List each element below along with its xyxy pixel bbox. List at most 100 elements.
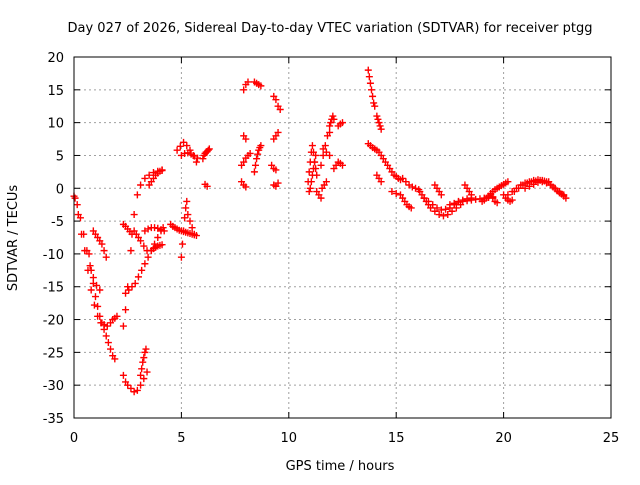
data-point bbox=[137, 381, 145, 389]
series-arc-12 bbox=[141, 224, 168, 235]
data-point bbox=[407, 204, 415, 212]
data-point bbox=[257, 142, 265, 150]
data-point bbox=[94, 302, 102, 310]
data-point bbox=[181, 214, 189, 222]
data-point bbox=[252, 161, 260, 169]
series-arc-31 bbox=[268, 161, 280, 174]
series-arc-38 bbox=[326, 112, 338, 130]
series-arc-26 bbox=[250, 142, 265, 176]
data-point bbox=[98, 240, 106, 248]
y-tick-label: -30 bbox=[43, 379, 64, 394]
y-axis-label: SDTVAR / TECUs bbox=[6, 185, 21, 292]
x-tick-label: 0 bbox=[70, 431, 78, 446]
data-point bbox=[402, 178, 410, 186]
data-point bbox=[184, 149, 192, 157]
data-point bbox=[91, 293, 99, 301]
data-point bbox=[143, 368, 151, 376]
y-tick-label: 10 bbox=[47, 117, 64, 132]
data-point bbox=[543, 179, 551, 187]
data-point bbox=[339, 161, 346, 169]
data-point bbox=[369, 92, 377, 100]
y-tick-label: -15 bbox=[43, 281, 64, 296]
data-point bbox=[308, 171, 316, 179]
data-point bbox=[446, 201, 454, 209]
data-points bbox=[70, 66, 570, 396]
data-point bbox=[444, 211, 452, 219]
data-point bbox=[319, 151, 327, 159]
data-point bbox=[154, 224, 162, 232]
data-point bbox=[183, 142, 191, 150]
data-point bbox=[178, 240, 186, 248]
series-arc-57 bbox=[487, 191, 501, 207]
data-point bbox=[141, 260, 149, 268]
data-point bbox=[370, 99, 378, 107]
data-point bbox=[133, 386, 141, 394]
data-point bbox=[192, 158, 200, 166]
data-point bbox=[100, 247, 108, 255]
data-point bbox=[326, 151, 334, 159]
data-point bbox=[305, 168, 313, 176]
data-point bbox=[317, 161, 325, 169]
data-point bbox=[521, 184, 529, 192]
y-tick-label: -20 bbox=[43, 314, 64, 329]
data-point bbox=[306, 184, 314, 192]
axis-ticks: 0 5 10 15 20 25 -35 -30 -25 -20 -15 -10 -5 0 5 10 15 20 bbox=[43, 51, 620, 446]
data-point bbox=[272, 166, 280, 174]
y-tick-label: 5 bbox=[56, 149, 64, 164]
plot-frame bbox=[73, 56, 612, 419]
data-point bbox=[180, 227, 188, 235]
data-point bbox=[326, 128, 334, 136]
data-point bbox=[310, 165, 318, 173]
data-point bbox=[180, 138, 188, 146]
data-point bbox=[339, 119, 346, 127]
data-point bbox=[98, 319, 106, 327]
data-point bbox=[392, 190, 400, 198]
series-arc-27 bbox=[238, 178, 250, 191]
series-arc-35 bbox=[313, 188, 325, 202]
data-point bbox=[424, 197, 432, 205]
data-point bbox=[412, 184, 420, 192]
data-point bbox=[183, 197, 191, 205]
series-arc-36 bbox=[318, 178, 330, 192]
data-point bbox=[538, 178, 546, 186]
data-point bbox=[240, 158, 248, 166]
series-arc-14 bbox=[147, 241, 166, 255]
data-point bbox=[113, 312, 121, 320]
data-point bbox=[450, 199, 458, 207]
series-arc-43 bbox=[373, 112, 385, 133]
data-point bbox=[244, 78, 252, 86]
data-point bbox=[154, 234, 162, 241]
data-point bbox=[373, 112, 381, 120]
series-arc-17 bbox=[184, 211, 198, 238]
data-point bbox=[312, 151, 320, 159]
x-tick-label: 15 bbox=[388, 431, 405, 446]
series-arc-06 bbox=[119, 368, 151, 396]
y-tick-label: 20 bbox=[47, 51, 64, 66]
data-point bbox=[562, 194, 570, 202]
series-arc-21 bbox=[201, 180, 211, 190]
data-point bbox=[182, 204, 190, 212]
y-tick-label: -10 bbox=[43, 248, 64, 263]
data-point bbox=[257, 82, 265, 90]
data-point bbox=[144, 253, 152, 261]
data-point bbox=[81, 247, 89, 255]
data-point bbox=[137, 371, 145, 379]
data-point bbox=[467, 191, 475, 199]
data-point bbox=[177, 253, 185, 261]
series-arc-07 bbox=[137, 345, 150, 379]
series-arc-53 bbox=[431, 181, 445, 199]
series-arc-28 bbox=[270, 92, 280, 104]
data-point bbox=[376, 122, 384, 130]
data-point bbox=[138, 365, 146, 373]
data-point bbox=[377, 178, 385, 186]
series-arc-04 bbox=[85, 250, 119, 363]
data-point bbox=[240, 86, 248, 94]
grid-lines bbox=[74, 57, 611, 418]
data-point bbox=[125, 286, 133, 294]
data-point bbox=[504, 191, 512, 199]
data-point bbox=[431, 207, 439, 215]
series-arc-62 bbox=[547, 181, 570, 202]
data-point bbox=[204, 146, 212, 154]
